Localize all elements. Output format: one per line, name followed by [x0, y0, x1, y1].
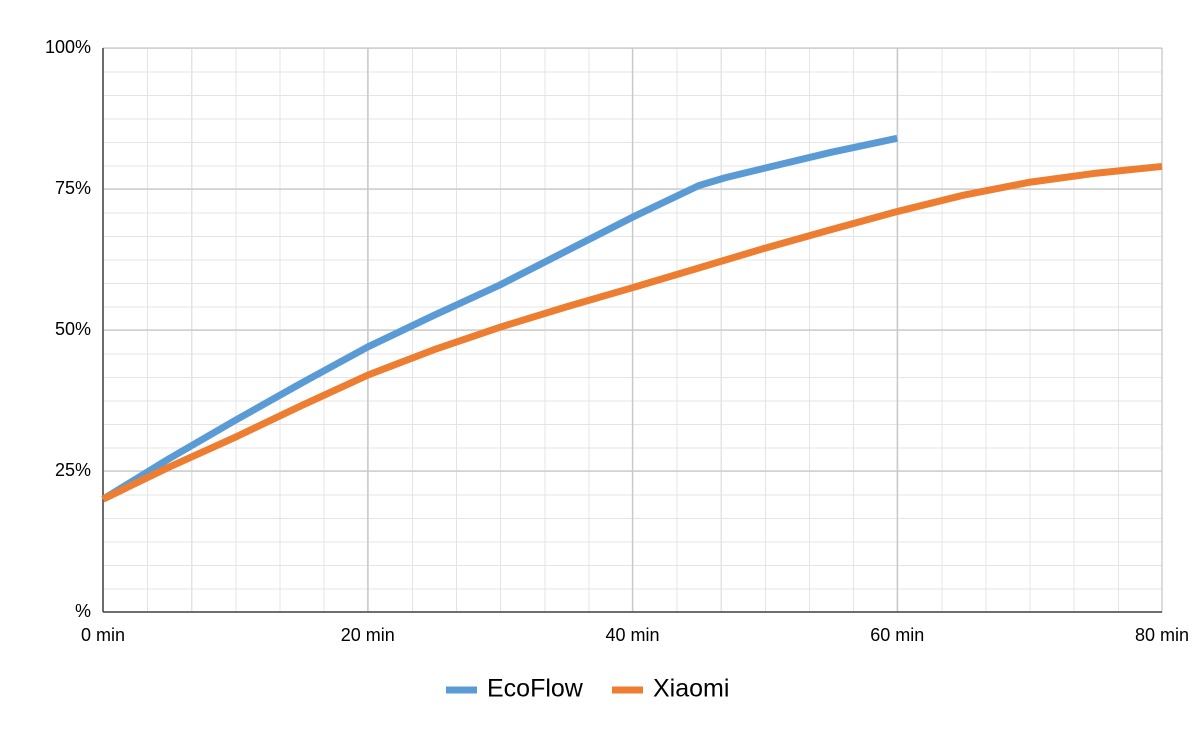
- x-tick-label: 0 min: [81, 625, 125, 645]
- series-line: [101, 162, 1163, 503]
- y-tick-label: 75%: [55, 178, 91, 198]
- legend-label: EcoFlow: [487, 675, 584, 703]
- y-tick-label: 25%: [55, 460, 91, 480]
- legend-label: Xiaomi: [653, 675, 729, 703]
- y-tick-label: 50%: [55, 319, 91, 339]
- x-tick-label: 60 min: [870, 625, 924, 645]
- x-tick-label: 20 min: [341, 625, 395, 645]
- y-tick-label: 100%: [45, 37, 91, 57]
- series-line: [101, 134, 898, 503]
- x-tick-label: 80 min: [1135, 625, 1189, 645]
- x-tick-label: 40 min: [605, 625, 659, 645]
- y-tick-label: %: [75, 601, 91, 621]
